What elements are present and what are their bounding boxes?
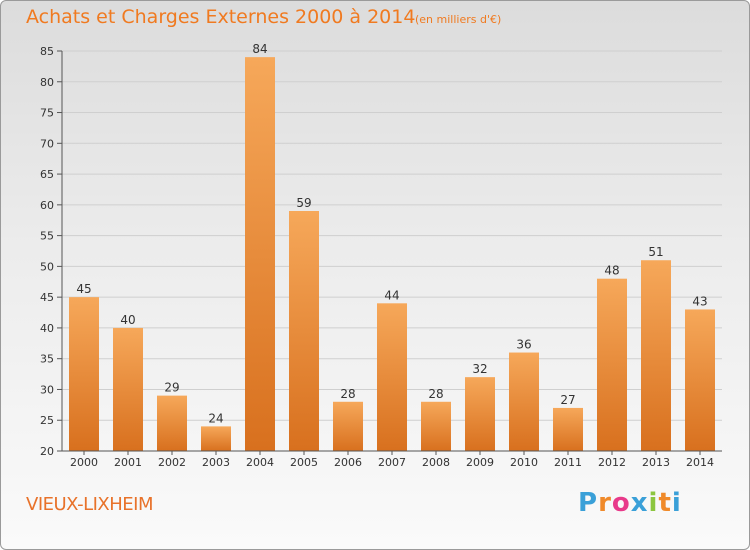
bar: [69, 297, 99, 451]
y-tick-label: 40: [40, 322, 54, 335]
y-tick-label: 50: [40, 260, 54, 273]
logo-letter: t: [658, 488, 672, 518]
y-tick-label: 80: [40, 76, 54, 89]
y-tick-label: 65: [40, 168, 54, 181]
x-tick-label: 2002: [158, 456, 186, 469]
bar: [465, 377, 495, 451]
bar: [685, 309, 715, 451]
y-tick-label: 85: [40, 45, 54, 58]
bar: [509, 352, 539, 451]
y-tick-label: 60: [40, 199, 54, 212]
x-tick-label: 2004: [246, 456, 274, 469]
bar-value-label: 44: [384, 288, 399, 302]
logo-letter: o: [611, 488, 631, 518]
bar-value-label: 40: [120, 313, 135, 327]
x-tick-label: 2014: [686, 456, 714, 469]
bar-value-label: 45: [76, 282, 91, 296]
y-tick-label: 20: [40, 445, 54, 458]
x-tick-label: 2011: [554, 456, 582, 469]
bar-value-label: 28: [428, 387, 443, 401]
logo-letter: x: [630, 488, 649, 518]
y-tick-label: 55: [40, 230, 54, 243]
x-tick-label: 2005: [290, 456, 318, 469]
bar-value-label: 84: [252, 42, 267, 56]
x-tick-label: 2010: [510, 456, 538, 469]
axes: 20 25 30 35 40 45 50 55 60 65 70 75 80 85 2000 2001 2002…: [40, 45, 722, 469]
bar-value-label: 36: [516, 338, 531, 352]
y-tick-label: 45: [40, 291, 54, 304]
bar-value-label: 43: [692, 294, 707, 308]
x-tick-label: 2008: [422, 456, 450, 469]
x-tick-label: 2003: [202, 456, 230, 469]
y-tick-label: 25: [40, 414, 54, 427]
bar-value-label: 51: [648, 245, 663, 259]
bar: [333, 401, 363, 451]
bars: 45 40 29 24 84 59 28 44 28 32 36 27 48 51 43: [69, 42, 715, 452]
x-tick-label: 2007: [378, 456, 406, 469]
bar-value-label: 27: [560, 393, 575, 407]
x-tick-label: 2012: [598, 456, 626, 469]
bar-value-label: 59: [296, 196, 311, 210]
bar: [157, 395, 187, 451]
y-tick-label: 75: [40, 107, 54, 120]
bar: [245, 57, 275, 452]
bar-value-label: 24: [208, 411, 223, 425]
bar-value-label: 48: [604, 264, 619, 278]
logo-letter: i: [648, 488, 659, 518]
x-tick-label: 2001: [114, 456, 142, 469]
logo-letter: r: [598, 488, 612, 518]
bar: [553, 407, 583, 451]
logo-letter: i: [671, 488, 682, 518]
bar: [597, 278, 627, 451]
y-tick-label: 35: [40, 353, 54, 366]
x-tick-label: 2009: [466, 456, 494, 469]
logo-letter: P: [578, 488, 599, 518]
bar: [113, 327, 143, 451]
x-tick-label: 2000: [70, 456, 98, 469]
x-tick-label: 2013: [642, 456, 670, 469]
y-tick-label: 70: [40, 137, 54, 150]
bar: [421, 401, 451, 451]
chart-title: Achats et Charges Externes 2000 à 2014: [26, 6, 416, 28]
bar: [641, 260, 671, 451]
x-tick-label: 2006: [334, 456, 362, 469]
bar-value-label: 28: [340, 387, 355, 401]
bar-value-label: 32: [472, 362, 487, 376]
bar: [201, 426, 231, 451]
location-label: VIEUX-LIXHEIM: [26, 494, 154, 515]
bar-value-label: 29: [164, 381, 179, 395]
bar: [377, 303, 407, 451]
y-tick-label: 30: [40, 383, 54, 396]
proxiti-logo: Proxiti: [578, 488, 682, 518]
chart-subtitle: (en milliers d'€): [415, 13, 502, 26]
bar: [289, 211, 319, 451]
